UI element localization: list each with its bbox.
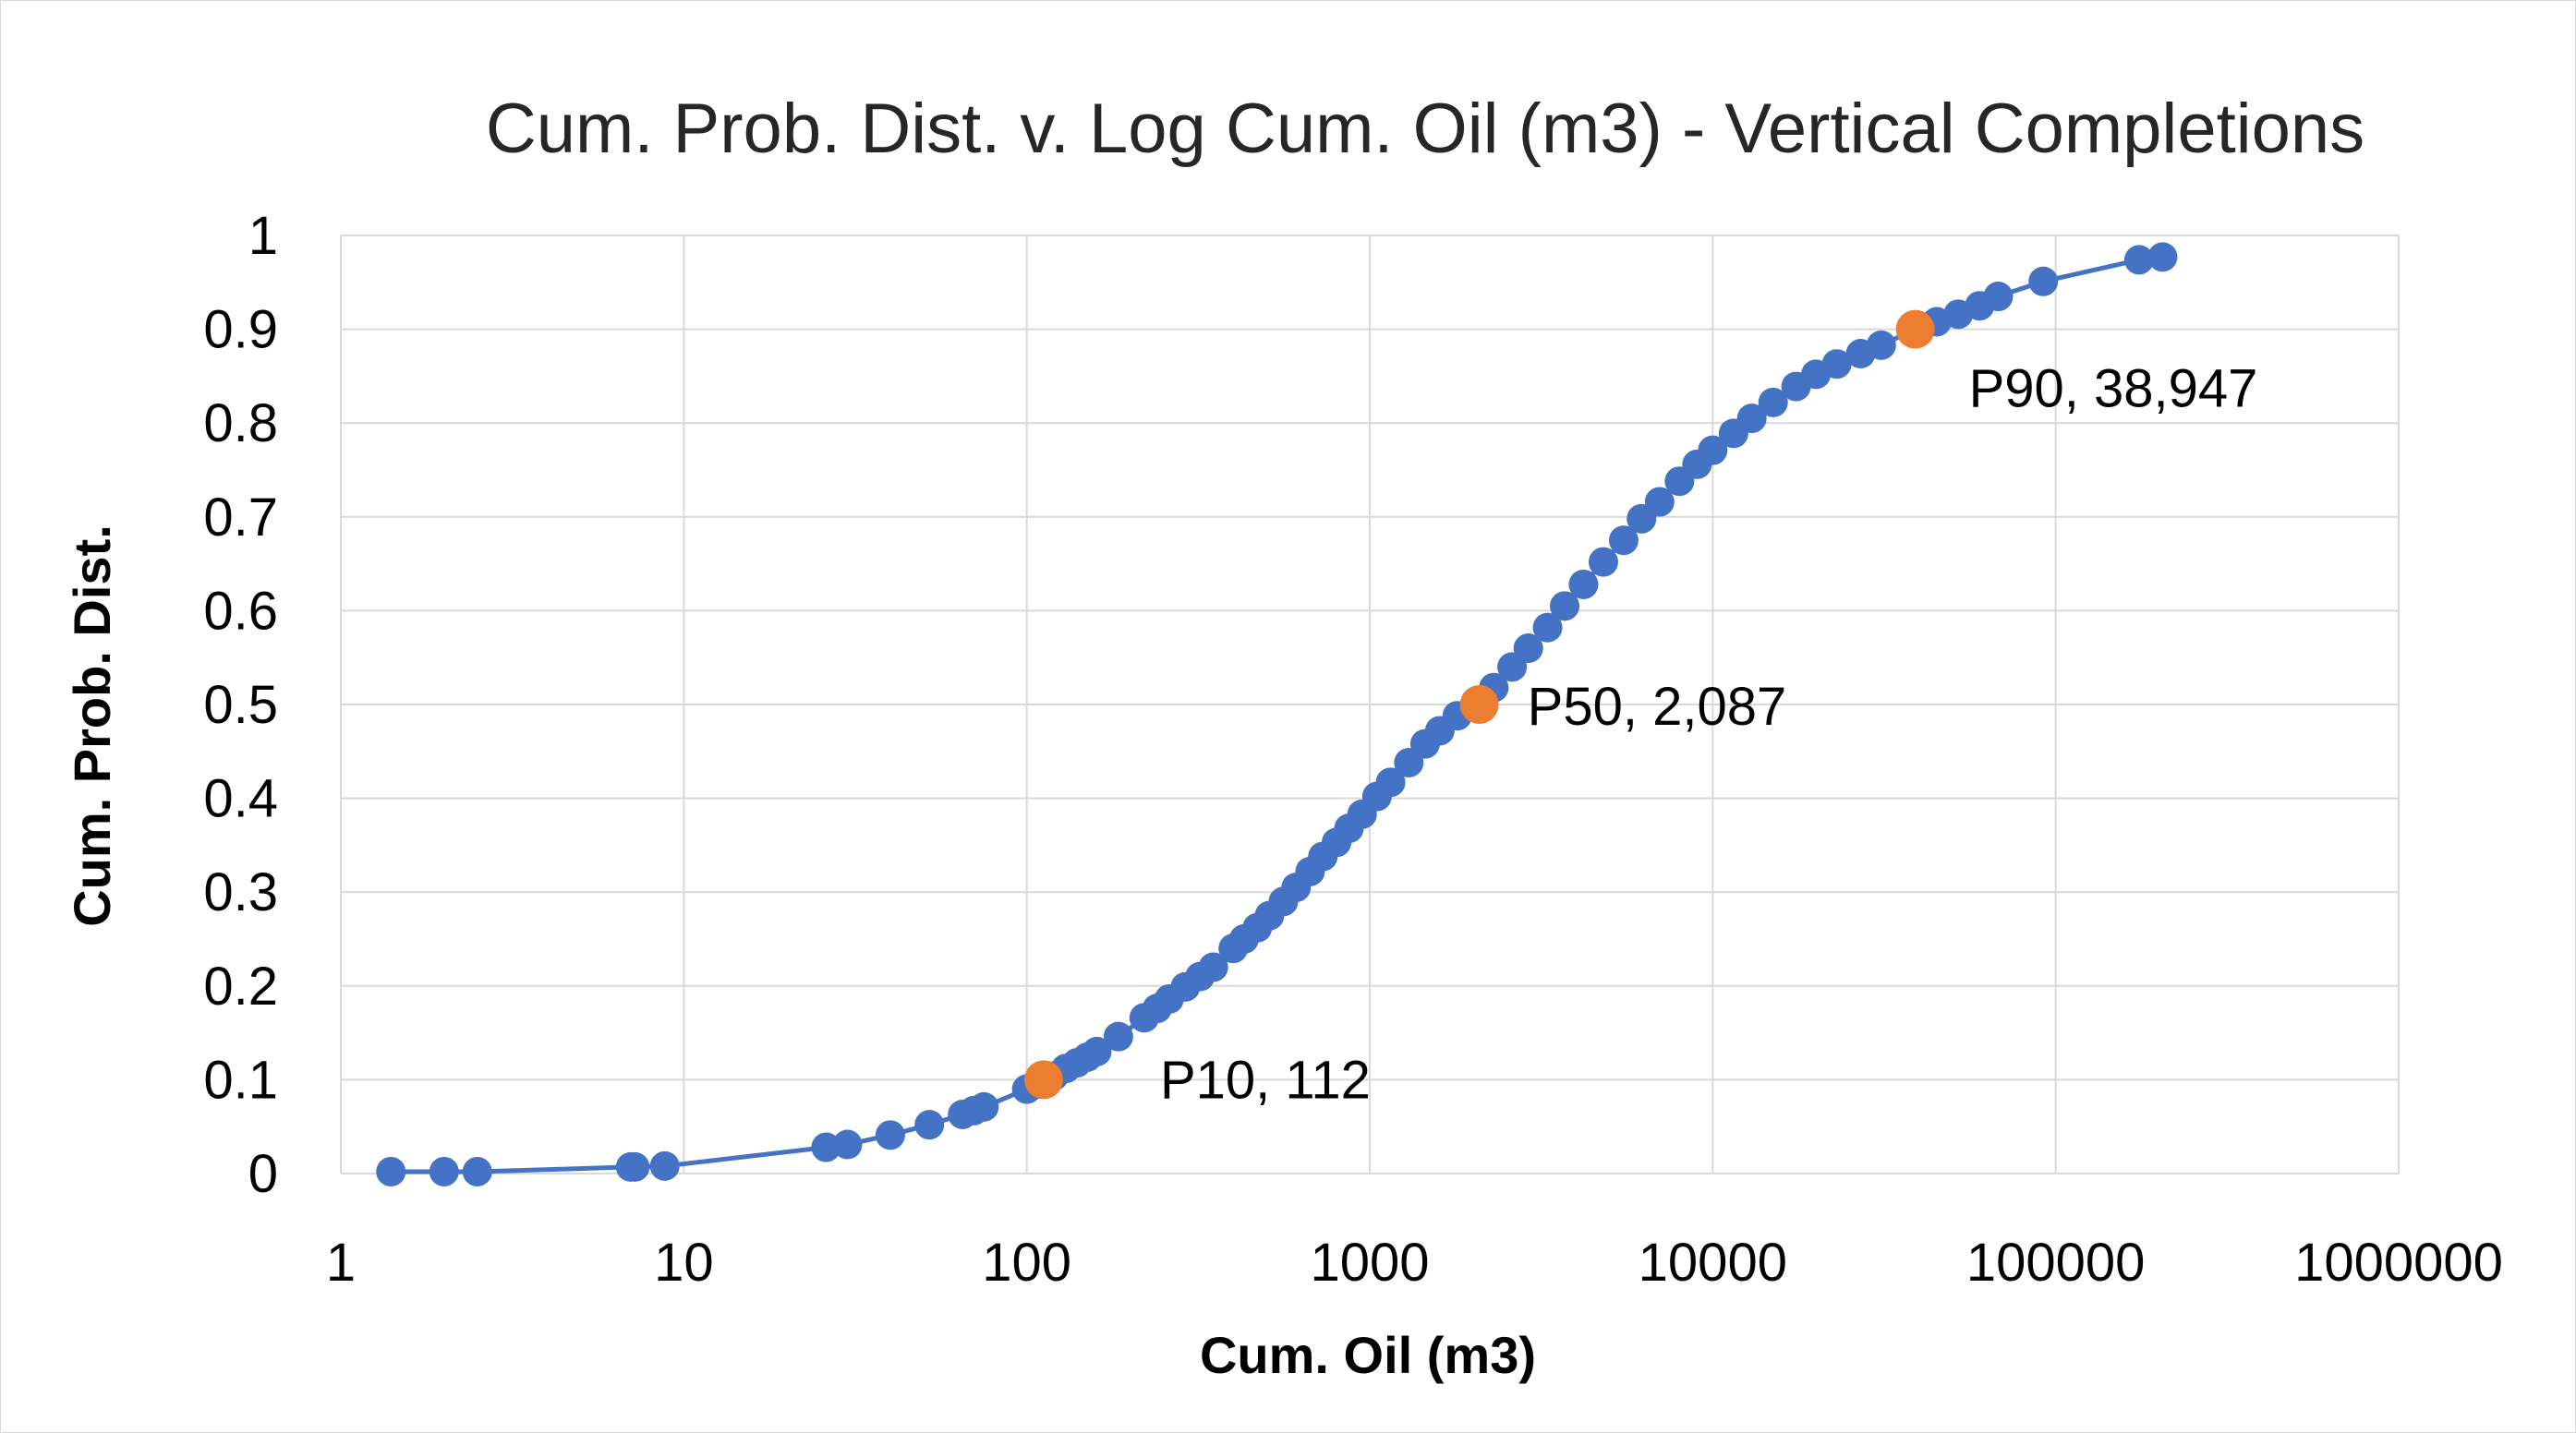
data-point bbox=[376, 1156, 406, 1186]
data-point bbox=[1082, 1036, 1112, 1066]
cumulative-distribution-line bbox=[391, 254, 2163, 1174]
percentile-point bbox=[1895, 309, 1935, 349]
data-point bbox=[1568, 569, 1599, 599]
data-point bbox=[1549, 591, 1579, 621]
x-tick-label: 1000 bbox=[1310, 1233, 1429, 1293]
percentile-point bbox=[1459, 685, 1499, 724]
y-tick-label: 0.7 bbox=[203, 488, 278, 548]
y-tick-label: 0 bbox=[248, 1144, 278, 1204]
data-point bbox=[914, 1110, 945, 1140]
x-tick-label: 1000000 bbox=[2294, 1233, 2503, 1293]
data-point bbox=[2147, 242, 2178, 272]
percentile-point bbox=[1023, 1060, 1063, 1100]
x-tick-label: 1 bbox=[326, 1233, 356, 1293]
y-tick-label: 0.3 bbox=[203, 862, 278, 922]
data-point bbox=[2028, 266, 2059, 296]
data-point bbox=[649, 1150, 680, 1181]
data-point bbox=[1644, 487, 1675, 517]
y-tick-label: 0.2 bbox=[203, 957, 278, 1017]
y-tick-label: 0.1 bbox=[203, 1050, 278, 1110]
chart-title: Cum. Prob. Dist. v. Log Cum. Oil (m3) - … bbox=[486, 90, 2364, 168]
x-tick-label: 10000 bbox=[1639, 1233, 1787, 1293]
data-point bbox=[1736, 403, 1767, 434]
y-tick-label: 0.6 bbox=[203, 581, 278, 641]
y-tick-label: 0.4 bbox=[203, 769, 278, 829]
data-point bbox=[875, 1120, 905, 1150]
data-point bbox=[969, 1091, 999, 1122]
data-points bbox=[376, 242, 2178, 1186]
x-tick-label: 10 bbox=[654, 1233, 714, 1293]
data-point bbox=[429, 1156, 459, 1186]
data-point bbox=[832, 1129, 863, 1160]
data-point bbox=[1588, 547, 1618, 577]
y-axis-title: Cum. Prob. Dist. bbox=[63, 524, 121, 927]
data-point bbox=[1513, 633, 1543, 664]
percentile-points bbox=[1023, 309, 1935, 1100]
data-point bbox=[2123, 245, 2154, 275]
y-tick-label: 1 bbox=[248, 206, 278, 266]
x-tick-label: 100000 bbox=[1966, 1233, 2146, 1293]
data-point bbox=[1608, 525, 1639, 556]
data-point bbox=[620, 1151, 650, 1182]
percentile-label: P10, 112 bbox=[1160, 1050, 1371, 1110]
percentile-labels: P10, 112 P50, 2,087 P90, 38,947 bbox=[1160, 359, 2257, 1111]
data-point bbox=[1821, 349, 1852, 379]
percentile-label: P90, 38,947 bbox=[1969, 359, 2258, 419]
data-point bbox=[1698, 435, 1728, 465]
x-axis-tick-labels: 1 10 100 1000 10000 100000 1000000 bbox=[326, 1233, 2503, 1293]
y-tick-label: 0.9 bbox=[203, 300, 278, 360]
data-point bbox=[1983, 282, 2014, 312]
y-tick-label: 0.5 bbox=[203, 675, 278, 735]
gridlines bbox=[340, 235, 2400, 1174]
data-point bbox=[1375, 767, 1406, 798]
series-line-layer bbox=[391, 254, 2163, 1174]
data-point bbox=[1103, 1021, 1133, 1052]
percentile-label: P50, 2,087 bbox=[1528, 677, 1787, 737]
data-point bbox=[1866, 330, 1896, 360]
data-point bbox=[1198, 952, 1228, 982]
x-tick-label: 100 bbox=[982, 1233, 1071, 1293]
data-point bbox=[1758, 387, 1788, 417]
data-point bbox=[462, 1156, 492, 1186]
y-tick-label: 0.8 bbox=[203, 393, 278, 453]
y-axis-tick-labels: 0 0.1 0.2 0.3 0.4 0.5 0.6 0.7 0.8 0.9 1 bbox=[203, 206, 278, 1204]
x-axis-title: Cum. Oil (m3) bbox=[1200, 1326, 1536, 1384]
data-point bbox=[1532, 612, 1563, 643]
